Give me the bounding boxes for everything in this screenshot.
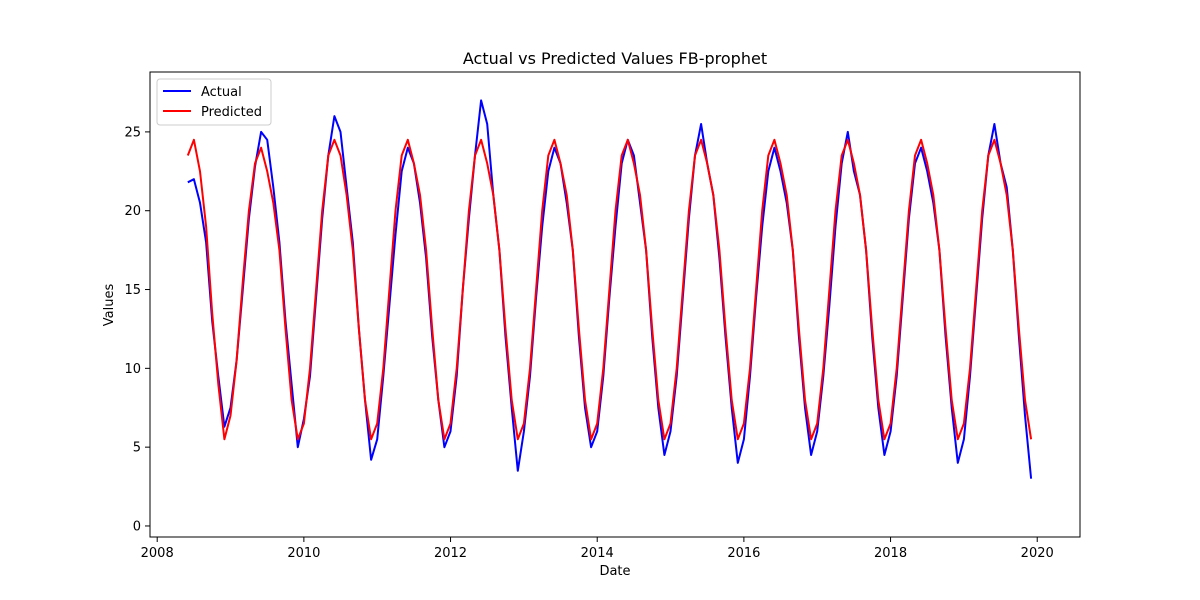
plot-area-frame [149, 71, 1081, 538]
x-axis-label: Date [599, 564, 630, 579]
legend-label-actual: Actual [201, 85, 242, 100]
y-tick-label: 0 [133, 519, 141, 534]
x-tick-label: 2010 [287, 546, 320, 561]
y-tick-label: 15 [124, 283, 141, 298]
chart-title: Actual vs Predicted Values FB-prophet [463, 49, 767, 68]
y-tick-label: 25 [124, 125, 141, 140]
x-tick-label: 2018 [874, 546, 907, 561]
y-axis: 0 5 10 15 20 25 [124, 125, 150, 534]
series-line-predicted [186, 138, 1033, 441]
legend-label-predicted: Predicted [201, 105, 262, 120]
series-layer [186, 99, 1033, 479]
x-tick-label: 2008 [141, 546, 174, 561]
x-axis: 2008 2010 2012 2014 2016 2018 2020 [141, 537, 1054, 561]
legend: Actual Predicted [156, 78, 272, 126]
y-tick-label: 5 [133, 441, 141, 456]
y-tick-label: 10 [124, 362, 141, 377]
y-axis-label: Values [102, 284, 117, 327]
x-tick-label: 2014 [581, 546, 614, 561]
x-tick-label: 2012 [434, 546, 467, 561]
x-tick-label: 2020 [1021, 546, 1054, 561]
y-tick-label: 20 [124, 204, 141, 219]
x-tick-label: 2016 [727, 546, 760, 561]
